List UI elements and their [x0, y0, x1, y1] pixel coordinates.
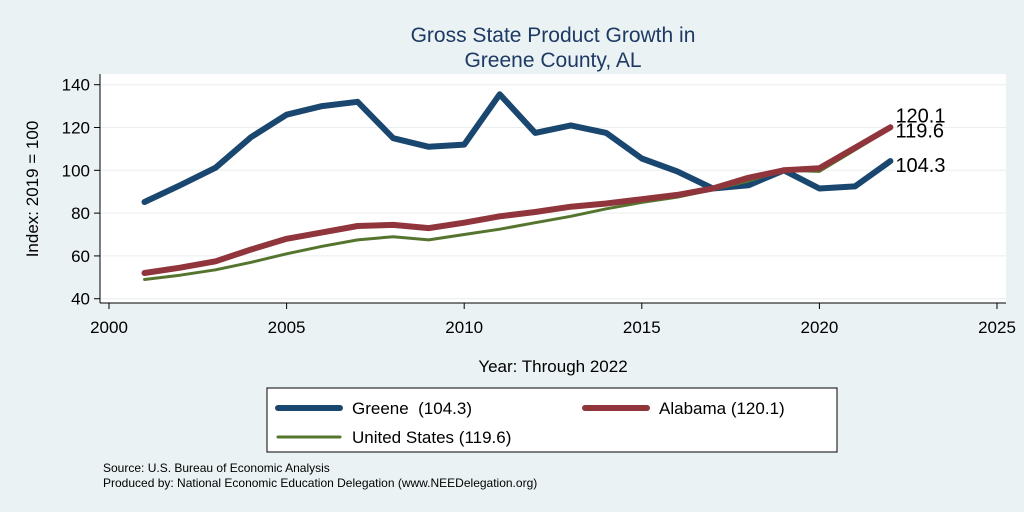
x-tick-label: 2015 — [623, 318, 661, 337]
series-end-label-1: 120.1 — [895, 105, 945, 127]
plot-area — [100, 74, 1006, 303]
x-tick-label: 2005 — [268, 318, 306, 337]
series-end-label-2: 119.6 — [895, 120, 944, 142]
y-tick-label: 100 — [62, 161, 90, 180]
x-tick-label: 2000 — [90, 318, 128, 337]
series-lines — [141, 91, 894, 281]
series-line-1 — [141, 124, 894, 276]
x-ticks: 2000 2005 2010 2015 2020 2025 — [90, 303, 1016, 337]
y-tick-label: 40 — [71, 290, 90, 309]
chart-subtitle: Greene County, AL — [464, 49, 641, 72]
legend-label-1: Alabama (120.1) — [659, 399, 785, 418]
legend-box — [266, 387, 838, 453]
y-tick-label: 80 — [71, 204, 90, 223]
legend-label-2: United States (119.6) — [352, 428, 511, 447]
producer-note: Produced by: National Economic Education… — [103, 476, 537, 490]
y-ticks: 40 60 80 100 120 140 — [62, 76, 100, 309]
series-end-label-0: 104.3 — [895, 155, 945, 177]
y-axis-title: Index: 2019 = 100 — [23, 121, 42, 258]
x-axis-title: Year: Through 2022 — [478, 357, 627, 376]
source-note: Source: U.S. Bureau of Economic Analysis — [103, 461, 330, 475]
y-tick-label: 140 — [62, 76, 90, 95]
y-tick-label: 60 — [71, 247, 90, 266]
x-tick-label: 2010 — [445, 318, 483, 337]
legend-label-0: Greene (104.3) — [352, 399, 472, 418]
legend: Greene (104.3) Alabama (120.1) United Stat… — [275, 399, 785, 447]
x-tick-label: 2025 — [978, 318, 1016, 337]
x-tick-label: 2020 — [800, 318, 838, 337]
chart-title: Gross State Product Growth in — [411, 24, 696, 47]
y-tick-label: 120 — [62, 119, 90, 138]
series-line-0 — [141, 91, 894, 205]
